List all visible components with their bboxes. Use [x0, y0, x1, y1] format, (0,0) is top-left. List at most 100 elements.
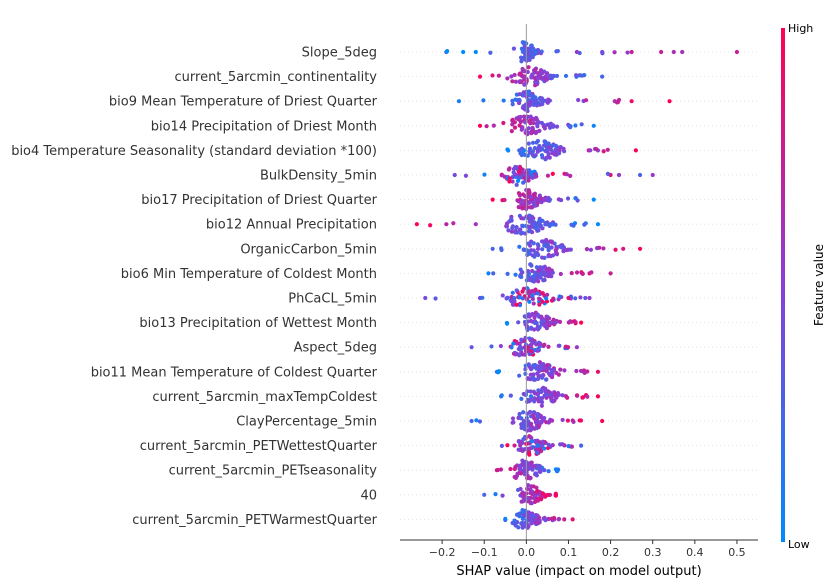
- shap-point: [510, 179, 515, 184]
- shap-point: [499, 393, 504, 398]
- shap-point: [513, 228, 518, 233]
- shap-point: [528, 394, 534, 399]
- shap-point: [550, 171, 555, 177]
- feature-label: bio13 Precipitation of Wettest Month: [139, 316, 377, 331]
- shap-point: [536, 420, 541, 425]
- shap-point: [515, 487, 521, 493]
- shap-point: [528, 121, 533, 126]
- shap-point: [516, 320, 521, 325]
- shap-point: [522, 171, 527, 177]
- shap-point: [545, 363, 550, 368]
- colorbar-gradient: [781, 28, 785, 542]
- shap-point: [518, 471, 524, 476]
- shap-point: [523, 322, 528, 327]
- shap-point: [498, 467, 504, 472]
- shap-point: [546, 248, 551, 253]
- shap-point: [535, 197, 540, 202]
- shap-point: [517, 97, 522, 102]
- shap-point: [534, 226, 539, 231]
- shap-point: [538, 272, 544, 277]
- shap-point: [583, 295, 588, 301]
- shap-point: [510, 224, 515, 229]
- shap-point: [576, 97, 581, 103]
- shap-point: [518, 119, 523, 125]
- shap-point: [518, 166, 523, 171]
- shap-point: [554, 73, 560, 79]
- shap-point: [541, 278, 546, 283]
- shap-point: [537, 193, 542, 198]
- shap-point: [519, 422, 524, 427]
- shap-point: [535, 450, 540, 455]
- shap-point: [525, 269, 531, 274]
- x-axis-title: SHAP value (impact on model output): [456, 564, 701, 579]
- colorbar-low-label: Low: [788, 538, 810, 551]
- shap-point: [526, 524, 531, 529]
- shap-point: [528, 389, 533, 394]
- shap-point: [529, 74, 534, 79]
- shap-point: [531, 376, 536, 381]
- shap-point: [509, 229, 514, 234]
- shap-point: [521, 410, 526, 415]
- shap-point: [520, 49, 526, 54]
- shap-point: [550, 270, 555, 275]
- shap-point: [570, 418, 575, 423]
- shap-point: [535, 498, 541, 503]
- shap-point: [535, 291, 540, 296]
- shap-point: [529, 439, 535, 444]
- shap-point: [533, 493, 538, 498]
- shap-point: [445, 49, 450, 54]
- shap-point: [574, 393, 580, 398]
- shap-point: [533, 203, 538, 208]
- shap-point: [565, 196, 571, 201]
- feature-label: 40: [360, 488, 377, 503]
- shap-point: [516, 204, 521, 210]
- shap-point: [517, 227, 523, 232]
- shap-point: [505, 147, 510, 152]
- shap-point: [554, 395, 559, 400]
- shap-point: [574, 368, 579, 374]
- feature-label: Aspect_5deg: [294, 341, 377, 356]
- shap-point: [518, 439, 524, 445]
- shap-point: [552, 152, 557, 157]
- x-tick-label: 0.2: [602, 546, 620, 559]
- shap-point: [540, 247, 545, 252]
- shap-point: [423, 295, 428, 301]
- shap-point: [530, 149, 536, 154]
- shap-point: [512, 518, 517, 523]
- shap-point: [513, 164, 518, 170]
- shap-point: [520, 492, 526, 497]
- shap-point: [523, 335, 528, 340]
- shap-point: [540, 291, 545, 296]
- feature-label: ClayPercentage_5min: [236, 415, 377, 430]
- shap-point: [659, 49, 664, 55]
- shap-point: [548, 254, 553, 259]
- shap-point: [495, 467, 501, 473]
- shap-point: [506, 228, 511, 233]
- shap-point: [519, 198, 525, 203]
- shap-point: [505, 271, 510, 277]
- shap-point: [577, 50, 582, 56]
- shap-point: [535, 376, 541, 382]
- shap-point: [504, 296, 509, 301]
- shap-point: [615, 100, 621, 105]
- shap-point: [582, 370, 587, 375]
- shap-point: [501, 120, 506, 126]
- shap-point: [523, 367, 528, 372]
- shap-point: [535, 221, 540, 226]
- shap-point: [530, 129, 535, 134]
- shap-point: [473, 49, 478, 55]
- shap-point: [543, 271, 549, 276]
- shap-point: [548, 239, 553, 244]
- shap-point: [510, 416, 516, 421]
- shap-point: [537, 469, 542, 474]
- shap-point: [594, 146, 599, 152]
- shap-point: [525, 252, 530, 257]
- shap-point: [525, 428, 530, 433]
- shap-point: [509, 345, 514, 350]
- feature-label: bio11 Mean Temperature of Coldest Quarte…: [91, 365, 378, 380]
- shap-point: [499, 443, 504, 448]
- shap-point: [540, 101, 545, 107]
- feature-rows: Slope_5deg current_5arcmin_continentality…: [11, 46, 758, 528]
- shap-point: [512, 72, 517, 78]
- shap-point: [526, 465, 532, 470]
